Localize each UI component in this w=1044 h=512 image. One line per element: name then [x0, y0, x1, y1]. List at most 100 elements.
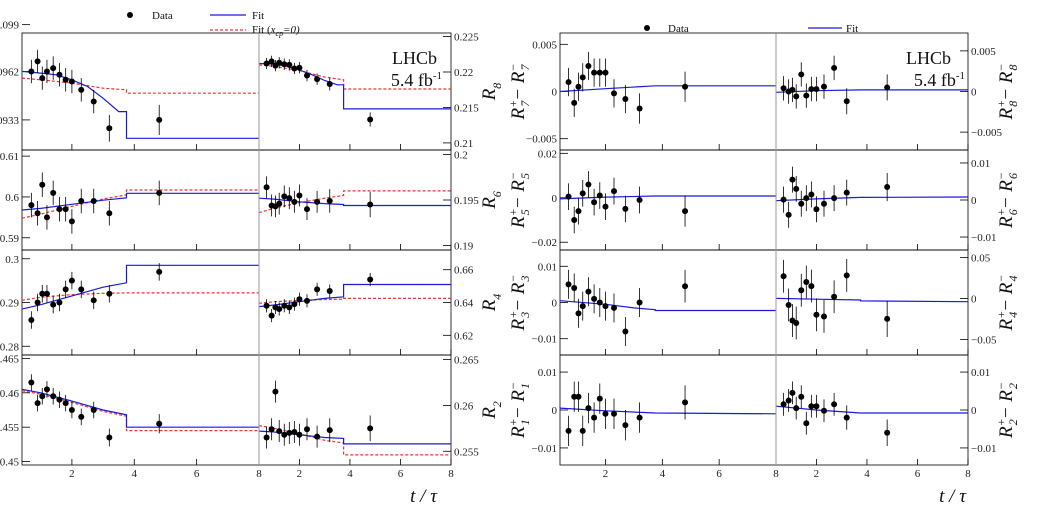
data-point	[682, 83, 689, 90]
data-point	[831, 401, 838, 408]
data-point	[585, 181, 592, 188]
data-point	[831, 293, 838, 300]
data-point	[367, 201, 374, 208]
data-point	[90, 98, 97, 105]
data-point	[34, 58, 41, 65]
label-part: R	[996, 319, 1017, 332]
y-tick-label: 0	[552, 405, 558, 417]
data-point	[286, 195, 293, 202]
data-point	[304, 297, 310, 304]
data-point	[579, 74, 586, 81]
data-point	[78, 413, 85, 420]
y-axis-label-dR8: R+8− R−8	[994, 63, 1020, 120]
label-part: − R	[508, 71, 529, 101]
y-tick-label: 0.455	[0, 422, 20, 434]
panel-R6: 0.19 0.195 0.2 R6	[259, 150, 504, 252]
fit-line	[560, 85, 776, 93]
y-tick-label: 0.195	[454, 195, 479, 207]
data-point	[106, 290, 113, 297]
data-point	[821, 407, 827, 414]
data-point	[106, 210, 113, 217]
label-part: 3	[518, 275, 532, 282]
data-point	[90, 407, 97, 413]
data-point	[808, 86, 815, 93]
data-point	[602, 69, 609, 76]
label-part: R	[479, 407, 500, 420]
panel-R4: 0.62 0.64 0.66 R4	[259, 265, 504, 355]
data-point	[813, 403, 820, 410]
data-point	[39, 393, 46, 400]
data-point	[884, 184, 891, 191]
data-point	[263, 302, 270, 309]
data-point	[565, 427, 572, 434]
data-point	[268, 426, 275, 433]
y-tick-label: 0.28	[0, 341, 20, 353]
fit-line	[259, 430, 451, 445]
data-point	[276, 59, 283, 66]
y-tick-label: 0.29	[0, 298, 20, 310]
data-point	[50, 189, 57, 196]
data-point	[326, 427, 333, 434]
data-point	[291, 65, 298, 72]
data-point	[622, 328, 629, 335]
data-point	[602, 410, 609, 417]
legend-fit-label-right: Fit	[846, 23, 858, 35]
data-point	[884, 84, 891, 91]
data-point	[575, 83, 582, 90]
data-point	[304, 206, 310, 213]
y-axis-label-R4: R4	[479, 294, 504, 313]
label-part: R	[996, 426, 1017, 439]
y-tick-label: −0.01	[532, 334, 557, 346]
data-point	[785, 301, 792, 308]
data-point	[808, 403, 815, 410]
data-point	[291, 198, 298, 205]
x-tick-label: 2	[814, 468, 820, 480]
y-tick-label: 0.01	[538, 367, 557, 379]
panel-frame	[559, 354, 969, 466]
data-point	[831, 64, 838, 71]
data-point	[296, 296, 303, 303]
data-point	[276, 200, 283, 207]
label-part: R	[479, 197, 500, 210]
data-point	[622, 205, 629, 212]
x-tick-label: 8	[448, 468, 454, 480]
data-point	[43, 68, 50, 75]
data-point	[28, 202, 35, 209]
data-point	[565, 79, 572, 86]
data-point	[296, 64, 303, 71]
y-tick-label: −0.01	[971, 443, 996, 455]
legend-fitcp0-label: Fit (xcp=0)	[252, 24, 300, 38]
y-tick-label: 0.265	[454, 355, 479, 367]
label-part: − R	[508, 180, 529, 210]
label-part: +	[506, 418, 520, 426]
data-point	[821, 313, 827, 320]
fit-cp0-line	[22, 390, 259, 432]
data-point	[78, 286, 85, 293]
label-part: 6	[1006, 173, 1020, 179]
data-point	[291, 301, 298, 308]
data-point	[585, 288, 592, 295]
data-point	[843, 98, 850, 105]
label-part: 3	[518, 312, 532, 319]
y-axis-label-dR7: R+7− R−7	[506, 63, 532, 120]
label-part: −	[506, 382, 520, 390]
y-tick-label: −0.01	[532, 443, 557, 455]
data-point	[798, 393, 805, 400]
data-point	[326, 288, 333, 295]
data-point	[682, 399, 689, 406]
y-axis-label-dR1: R+1− R−1	[506, 382, 532, 439]
data-point	[43, 290, 50, 297]
data-point	[622, 96, 629, 103]
data-point	[56, 71, 63, 78]
label-part: 8	[1006, 64, 1020, 70]
data-point	[268, 312, 275, 319]
y-tick-label: 0.45	[0, 457, 20, 469]
fit-line	[259, 283, 451, 308]
y-tick-label: 0.26	[454, 400, 474, 412]
